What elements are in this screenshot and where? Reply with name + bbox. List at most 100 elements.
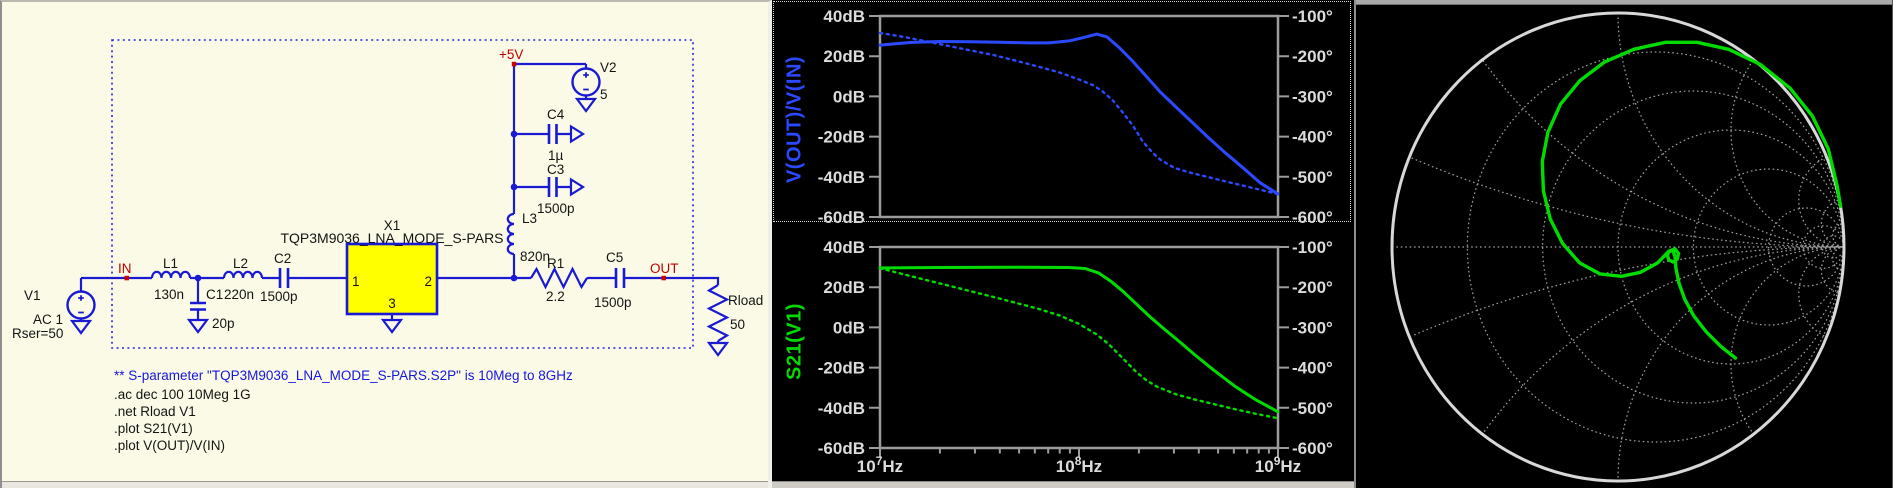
- y-left-tick-label: 20dB: [823, 278, 865, 297]
- ground-v1-icon[interactable]: [69, 319, 93, 335]
- x1-name[interactable]: X1: [384, 218, 401, 233]
- directive-plot-s21[interactable]: .plot S21(V1): [114, 421, 193, 436]
- y-right-tick-label: -600°: [1292, 439, 1333, 458]
- directive-plot-vout[interactable]: .plot V(OUT)/V(IN): [114, 438, 225, 453]
- spice-directives: .ac dec 100 10Meg 1G .net Rload V1 .plot…: [114, 387, 251, 453]
- net-label-in[interactable]: IN: [118, 261, 132, 276]
- net-label-out[interactable]: OUT: [650, 261, 679, 276]
- rload-name[interactable]: Rload: [728, 293, 763, 308]
- out-port-dot: [661, 275, 666, 281]
- v2-value[interactable]: 5: [600, 87, 608, 102]
- reactance-arc: [1482, 246, 1844, 434]
- schematic-bottom-strip: [2, 481, 768, 488]
- schematic-panel[interactable]: V1 AC 1 Rser=50 L1 130n C1 20p L2 220n C…: [0, 0, 772, 488]
- y-left-tick-label: -60dB: [818, 439, 865, 458]
- y-right-tick-label: -100°: [1292, 238, 1333, 257]
- l3-value[interactable]: 820n: [520, 249, 550, 264]
- x1-sparam-block[interactable]: [345, 242, 439, 316]
- inductor-L2[interactable]: [222, 270, 264, 279]
- y-left-tick-label: -40dB: [818, 168, 865, 187]
- plots-bottom-strip[interactable]: [772, 481, 1354, 488]
- c1-value[interactable]: 20p: [212, 316, 235, 331]
- v1-ac[interactable]: AC 1: [33, 312, 63, 327]
- bode-plots[interactable]: 40dB -100° 20dB -200° 0dB -300° -20dB -400° -40d…: [772, 0, 1354, 481]
- net-labels: IN OUT +5V: [118, 47, 679, 276]
- supply-rail[interactable]: [512, 62, 588, 278]
- c4-plates[interactable]: [547, 124, 558, 144]
- V(OUT)/V(IN)-magnitude-trace: [878, 32, 1280, 196]
- ground-c3-icon[interactable]: [569, 177, 586, 197]
- resistor-R1[interactable]: [530, 266, 588, 290]
- c4-name[interactable]: C4: [547, 107, 565, 122]
- c1-plates[interactable]: [190, 301, 206, 311]
- l2-name[interactable]: L2: [233, 256, 248, 271]
- c5-value[interactable]: 1500p: [594, 295, 632, 310]
- top-pane-label: V(OUT)/V(IN): [783, 55, 806, 184]
- c2-name[interactable]: C2: [274, 251, 291, 266]
- ground-v2-icon[interactable]: [574, 97, 598, 113]
- x1-model[interactable]: TQP3M9036_LNA_MODE_S-PARS: [280, 230, 503, 246]
- x1-pin2: 2: [424, 274, 432, 289]
- rload-value[interactable]: 50: [730, 317, 745, 332]
- capacitor-C5[interactable]: [614, 268, 626, 288]
- ground-x1-icon[interactable]: [380, 318, 404, 334]
- l3-name[interactable]: L3: [522, 211, 537, 226]
- v1-name[interactable]: V1: [24, 288, 41, 303]
- ground-c4-icon[interactable]: [569, 124, 586, 144]
- ground-c1-icon[interactable]: [186, 318, 210, 334]
- y-left-tick-label: 20dB: [823, 47, 865, 66]
- voltage-source-v2[interactable]: [571, 67, 601, 97]
- x-tick-label: 109Hz: [1255, 454, 1301, 476]
- reactance-arc: [1617, 246, 1844, 481]
- net-label-5v[interactable]: +5V: [499, 47, 523, 62]
- y-left-tick-label: -40dB: [818, 399, 865, 418]
- junction-dots: [194, 130, 518, 282]
- directive-net[interactable]: .net Rload V1: [114, 404, 196, 419]
- y-right-tick-label: -200°: [1292, 47, 1333, 66]
- smith-chart[interactable]: [1356, 6, 1892, 488]
- reactance-arc: [1832, 223, 1844, 248]
- y-left-tick-label: -20dB: [818, 128, 865, 147]
- main-wire[interactable]: [81, 276, 720, 285]
- reactance-arc: [1411, 246, 1844, 337]
- smith-outer-circle: [1390, 11, 1846, 483]
- resistance-circle: [1466, 51, 1845, 443]
- reactance-arc: [1820, 200, 1844, 248]
- x-tick-label: 107Hz: [857, 454, 903, 476]
- schematic-canvas[interactable]: V1 AC 1 Rser=50 L1 130n C1 20p L2 220n C…: [2, 2, 768, 483]
- c3-value[interactable]: 1500p: [537, 201, 575, 216]
- y-left-tick-label: 0dB: [833, 87, 865, 106]
- y-right-tick-label: -500°: [1292, 399, 1333, 418]
- v2-name[interactable]: V2: [600, 60, 617, 75]
- y-right-tick-label: -100°: [1292, 7, 1333, 26]
- smith-panel[interactable]: [1354, 0, 1893, 488]
- reactance-arc: [1798, 246, 1844, 338]
- v1-rser[interactable]: Rser=50: [12, 326, 63, 341]
- ground-rload-icon[interactable]: [706, 341, 730, 357]
- waveform-panel[interactable]: 40dB -100° 20dB -200° 0dB -300° -20dB -400° -40d…: [772, 0, 1354, 488]
- c1-name[interactable]: C1: [206, 287, 223, 302]
- l2-value[interactable]: 220n: [224, 287, 254, 302]
- r1-name[interactable]: R1: [547, 256, 564, 271]
- c4-value[interactable]: 1µ: [548, 148, 564, 163]
- inductor-L1[interactable]: [150, 270, 192, 279]
- r1-value[interactable]: 2.2: [546, 289, 565, 304]
- reactance-arc: [1832, 246, 1844, 271]
- c5-name[interactable]: C5: [606, 250, 623, 265]
- voltage-source-v1[interactable]: [66, 290, 96, 320]
- wires[interactable]: [66, 62, 730, 357]
- y-left-tick-label: 40dB: [823, 238, 865, 257]
- c2-value[interactable]: 1500p: [260, 289, 298, 304]
- directive-ac[interactable]: .ac dec 100 10Meg 1G: [114, 387, 251, 402]
- sparam-comment[interactable]: ** S-parameter "TQP3M9036_LNA_MODE_S-PAR…: [114, 368, 573, 383]
- resistor-Rload[interactable]: [706, 284, 730, 343]
- c3-name[interactable]: C3: [547, 162, 564, 177]
- capacitor-C2[interactable]: [278, 268, 290, 288]
- reactance-arc: [1730, 60, 1844, 248]
- inductor-L3[interactable]: [506, 212, 515, 256]
- l1-name[interactable]: L1: [163, 256, 178, 271]
- reactance-arc: [1482, 60, 1844, 248]
- c3-plates[interactable]: [547, 177, 558, 197]
- l1-value[interactable]: 130n: [154, 287, 184, 302]
